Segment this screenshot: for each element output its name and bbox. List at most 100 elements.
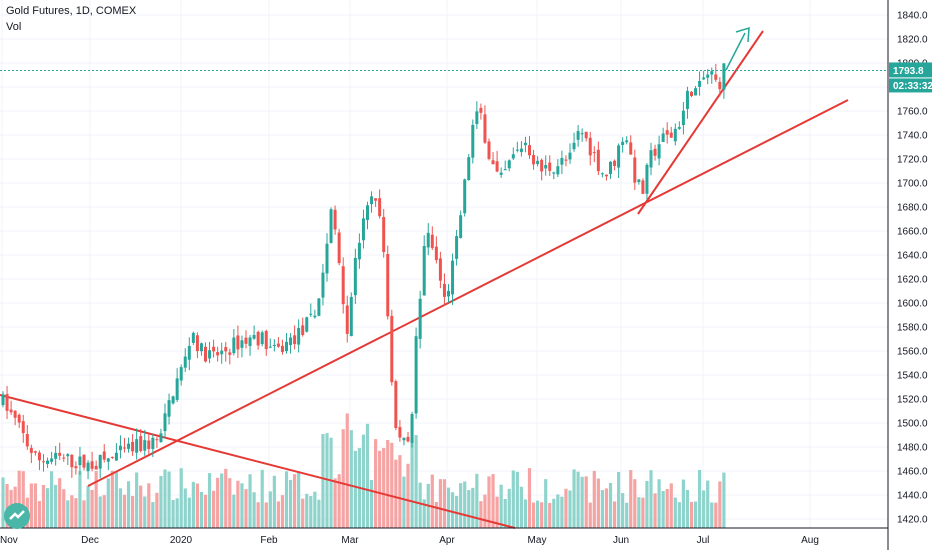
candle-body [475, 111, 479, 125]
volume-bar [54, 484, 58, 528]
volume-bar [297, 471, 301, 528]
candle-body [143, 440, 147, 451]
candle-body [74, 466, 78, 469]
projection-arrow-head [735, 26, 750, 43]
price-tick-label: 1440.0 [897, 491, 928, 502]
volume-bar [264, 502, 268, 528]
candle-body [78, 456, 82, 466]
candle-body [374, 198, 378, 201]
volume-bar [175, 498, 179, 528]
volume-bar [710, 502, 714, 528]
volume-bar [102, 495, 106, 528]
candle-body [414, 336, 418, 414]
volume-bar [122, 494, 127, 528]
volume-bar [106, 478, 110, 528]
volume-bar [98, 496, 102, 528]
volume-bar [471, 487, 475, 528]
volume-bar [216, 477, 220, 528]
volume-bar [576, 471, 580, 528]
candle-body [70, 454, 74, 468]
volume-bar [475, 473, 479, 528]
volume-bar [179, 468, 183, 528]
volume-bar [519, 486, 523, 528]
time-tick-label: May [528, 535, 547, 546]
volume-label: Vol [6, 21, 22, 33]
volume-bar [159, 475, 163, 528]
candle-body [1, 394, 5, 405]
volume-bar [309, 496, 313, 528]
volume-bar [313, 491, 317, 528]
volume-bar [681, 479, 685, 528]
volume-bar [438, 479, 442, 528]
candle-body [370, 196, 374, 205]
volume-bar [58, 478, 62, 528]
candle-body [102, 451, 106, 460]
candle-body [637, 179, 641, 183]
candle-body [17, 414, 21, 423]
candle-body [434, 246, 438, 261]
volume-bar [118, 488, 123, 528]
volume-bar [151, 502, 155, 528]
candle-body [175, 378, 179, 400]
volume-bar [422, 499, 426, 528]
candle-body [110, 456, 114, 458]
volume-bar [110, 470, 114, 528]
candle-body [580, 133, 584, 135]
volume-bar [147, 483, 151, 528]
volume-bar [268, 491, 272, 528]
tradingview-logo-icon[interactable] [4, 503, 30, 529]
price-tick-label: 1720.0 [897, 155, 928, 166]
price-tick-label: 1640.0 [897, 251, 928, 262]
candle-body [596, 149, 600, 172]
candle-body [42, 461, 45, 463]
candle-body [54, 452, 58, 459]
volume-bar [131, 496, 135, 528]
volume-bar [698, 469, 702, 528]
candle-body [268, 346, 272, 348]
candle-body [21, 421, 25, 434]
candle-body [280, 345, 284, 352]
volume-bar [301, 498, 305, 528]
candle-body [382, 217, 386, 253]
candle-body [625, 140, 629, 143]
volume-bar [126, 481, 131, 528]
volume-bar [633, 479, 637, 528]
candle-body [548, 162, 552, 171]
volume-bar [329, 437, 333, 528]
candle-body [37, 452, 41, 461]
candle-body [609, 161, 612, 175]
candle-body [657, 144, 661, 159]
volume-bar [693, 501, 698, 528]
candle-body [471, 124, 475, 158]
volume-bar [657, 479, 661, 528]
volume-bar [212, 490, 216, 528]
price-tick-label: 1420.0 [897, 515, 928, 526]
ascending-trendline-short [637, 30, 764, 215]
price-tick-label: 1500.0 [897, 419, 928, 430]
volume-bar [718, 481, 722, 528]
descending-trendline [0, 394, 516, 529]
volume-bar [625, 502, 629, 528]
candle-body [159, 433, 163, 442]
volume-bar [556, 494, 560, 528]
candle-body [333, 209, 337, 230]
volume-bar [167, 471, 171, 528]
volume-bar [596, 478, 600, 528]
price-tick-label: 1540.0 [897, 371, 928, 382]
volume-bar [495, 496, 499, 528]
candle-body [438, 258, 442, 281]
volume-bar [673, 497, 677, 528]
volume-bar [248, 474, 252, 528]
candle-body [248, 337, 252, 347]
price-tick-label: 1820.0 [897, 35, 928, 46]
volume-bar [260, 469, 264, 528]
candle-body [191, 332, 195, 343]
candle-body [390, 315, 394, 383]
candle-body [556, 166, 560, 175]
volume-bar [171, 500, 175, 528]
candle-body [694, 88, 698, 96]
countdown-value: 02:33:32 [893, 81, 932, 92]
volume-bar [507, 488, 511, 528]
candle-body [46, 460, 50, 465]
volume-bar [572, 469, 576, 528]
